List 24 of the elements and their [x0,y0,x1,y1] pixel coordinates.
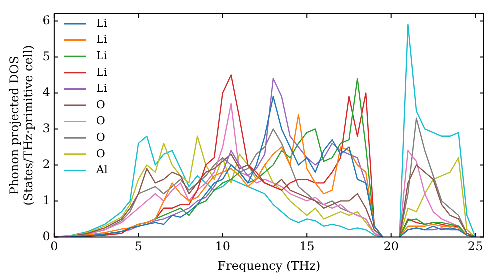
y-tick-label: 3 [42,121,50,136]
x-axis-title: Frequency (THz) [218,258,321,273]
legend-label: O [96,147,106,160]
legend-label: O [96,130,106,144]
x-tick-label: 20 [384,240,399,254]
legend-label: O [96,114,106,128]
legend-label: Li [96,16,108,30]
y-tick-label: 4 [42,85,51,100]
y-tick-label: 6 [42,13,50,28]
x-tick-label: 10 [215,240,231,254]
legend-label: Li [96,82,108,96]
y-tick-label: 0 [42,229,50,244]
legend-label: O [96,98,106,112]
x-tick-label: 15 [299,240,315,254]
x-tick-label: 5 [134,240,142,254]
y-tick-label: 1 [42,193,50,208]
y-tick-label: 5 [42,49,50,64]
x-tick-label: 25 [468,240,484,254]
legend-label: Al [95,164,108,177]
y-axis-title: Phonon projected DOS (States/THz·primitive cell) [7,45,36,206]
legend-label: Li [96,33,108,46]
legend-label: Li [96,49,108,62]
y-tick-label: 2 [42,157,50,172]
legend-label: Li [96,66,108,79]
